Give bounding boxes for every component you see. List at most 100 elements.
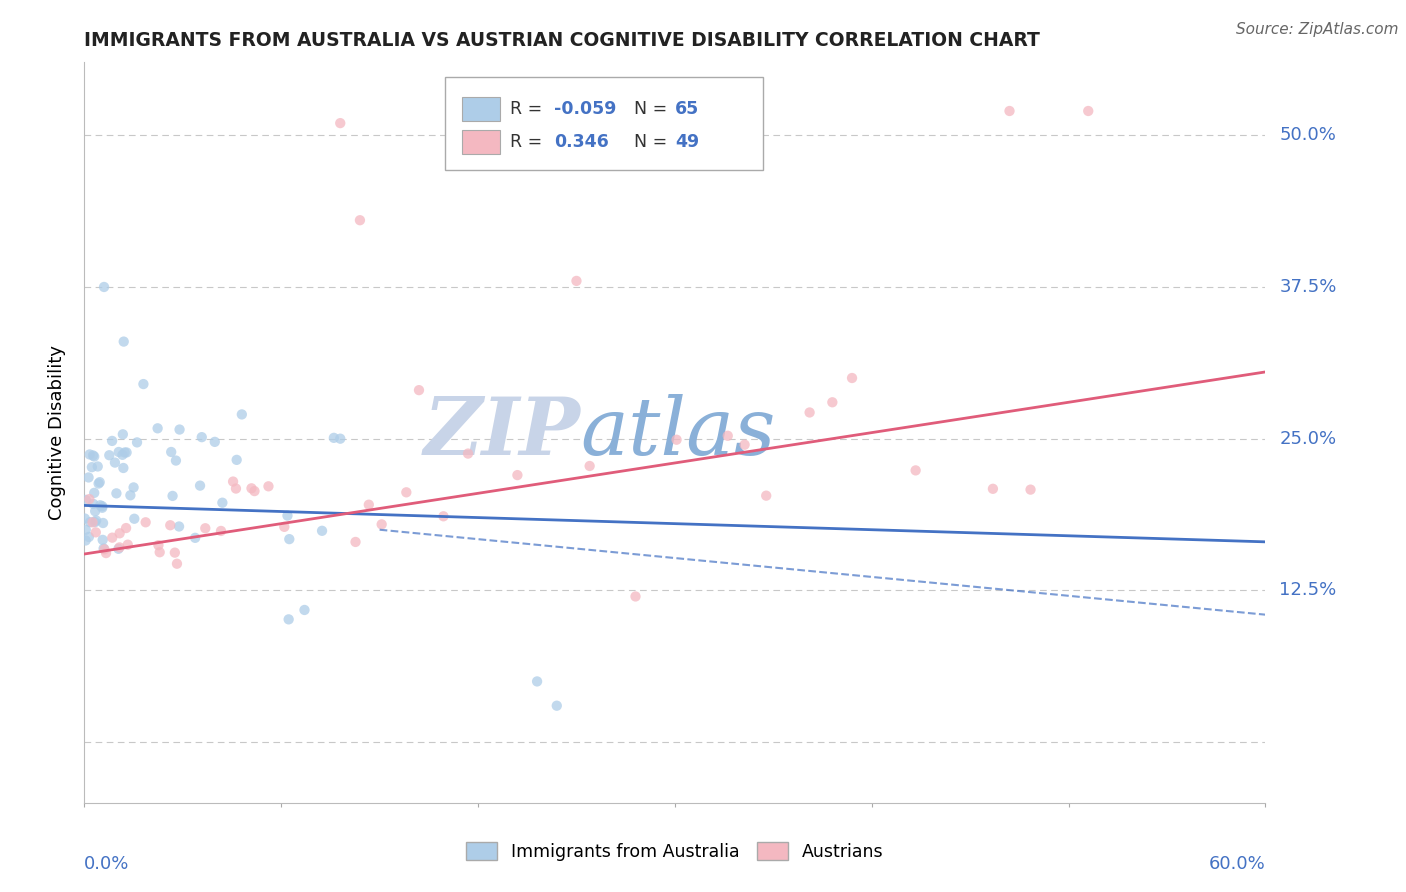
Point bbox=[755, 489, 778, 503]
Text: R =: R = bbox=[509, 100, 547, 118]
Point bbox=[77, 530, 100, 544]
Point bbox=[98, 448, 121, 462]
Point bbox=[167, 519, 190, 533]
Point bbox=[124, 512, 146, 526]
Point bbox=[276, 508, 298, 523]
Point bbox=[122, 480, 145, 494]
Point bbox=[432, 509, 454, 524]
Point bbox=[191, 430, 214, 444]
Text: 65: 65 bbox=[675, 100, 699, 118]
Text: 49: 49 bbox=[675, 133, 699, 151]
Text: R =: R = bbox=[509, 133, 547, 151]
Point bbox=[204, 434, 226, 449]
Point bbox=[93, 542, 115, 557]
Text: 60.0%: 60.0% bbox=[1209, 855, 1265, 872]
Point bbox=[717, 429, 740, 443]
Point bbox=[357, 498, 380, 512]
Text: N =: N = bbox=[634, 133, 672, 151]
Text: Source: ZipAtlas.com: Source: ZipAtlas.com bbox=[1236, 22, 1399, 37]
Point bbox=[194, 521, 217, 535]
Point bbox=[159, 518, 181, 533]
Point bbox=[841, 371, 863, 385]
Text: 37.5%: 37.5% bbox=[1279, 278, 1337, 296]
FancyBboxPatch shape bbox=[444, 78, 763, 169]
Point bbox=[84, 504, 107, 518]
Point bbox=[209, 524, 232, 538]
FancyBboxPatch shape bbox=[463, 97, 501, 121]
Point bbox=[222, 475, 245, 489]
Point bbox=[114, 445, 136, 459]
Point bbox=[211, 496, 233, 510]
Text: 0.346: 0.346 bbox=[554, 133, 609, 151]
Point bbox=[344, 535, 367, 549]
Point bbox=[111, 427, 134, 442]
Point bbox=[546, 698, 568, 713]
Point bbox=[89, 498, 111, 512]
Point bbox=[821, 395, 844, 409]
Point bbox=[408, 383, 430, 397]
Point bbox=[188, 478, 211, 492]
Point bbox=[87, 459, 110, 474]
Point bbox=[108, 541, 131, 555]
Point bbox=[998, 103, 1021, 118]
Point bbox=[278, 532, 301, 546]
Point bbox=[112, 334, 135, 349]
Point bbox=[1019, 483, 1042, 497]
Point bbox=[93, 541, 115, 556]
Point bbox=[89, 475, 111, 490]
Point bbox=[457, 447, 479, 461]
Point bbox=[132, 377, 155, 392]
Point bbox=[82, 516, 104, 530]
Point bbox=[91, 500, 114, 515]
Point bbox=[107, 541, 129, 556]
Point bbox=[79, 447, 101, 461]
Point bbox=[108, 526, 131, 541]
Point bbox=[146, 421, 169, 435]
Point bbox=[329, 116, 352, 130]
Point bbox=[506, 468, 529, 483]
Point bbox=[294, 603, 316, 617]
Point bbox=[91, 533, 114, 547]
Point bbox=[120, 488, 142, 502]
Point bbox=[84, 514, 107, 528]
Point bbox=[163, 546, 186, 560]
Y-axis label: Cognitive Disability: Cognitive Disability bbox=[48, 345, 66, 520]
Point bbox=[77, 470, 100, 484]
Point bbox=[135, 516, 157, 530]
Point bbox=[231, 408, 253, 422]
Point bbox=[329, 432, 352, 446]
Text: atlas: atlas bbox=[581, 394, 776, 471]
Point bbox=[115, 521, 138, 535]
Text: IMMIGRANTS FROM AUSTRALIA VS AUSTRIAN COGNITIVE DISABILITY CORRELATION CHART: IMMIGRANTS FROM AUSTRALIA VS AUSTRIAN CO… bbox=[84, 30, 1040, 50]
Point bbox=[82, 449, 104, 463]
Text: 50.0%: 50.0% bbox=[1279, 127, 1336, 145]
Point bbox=[225, 482, 247, 496]
Point bbox=[349, 213, 371, 227]
Point bbox=[107, 445, 129, 459]
Point bbox=[73, 511, 96, 525]
Point bbox=[84, 525, 107, 540]
Point bbox=[526, 674, 548, 689]
Point bbox=[75, 533, 97, 548]
Point bbox=[91, 516, 114, 530]
Point bbox=[184, 531, 207, 545]
Point bbox=[115, 445, 138, 459]
Point bbox=[322, 431, 344, 445]
Text: -0.059: -0.059 bbox=[554, 100, 617, 118]
Point bbox=[112, 461, 135, 475]
Point bbox=[83, 450, 105, 464]
FancyBboxPatch shape bbox=[463, 130, 501, 153]
Point bbox=[75, 492, 97, 507]
Point bbox=[162, 489, 184, 503]
Text: 0.0%: 0.0% bbox=[84, 855, 129, 872]
Text: ZIP: ZIP bbox=[423, 394, 581, 471]
Point bbox=[311, 524, 333, 538]
Point bbox=[105, 486, 128, 500]
Text: N =: N = bbox=[634, 100, 672, 118]
Point bbox=[104, 456, 127, 470]
Point bbox=[240, 481, 263, 495]
Point bbox=[904, 463, 927, 477]
Point bbox=[94, 546, 117, 560]
Point bbox=[101, 434, 124, 448]
Point bbox=[243, 484, 266, 499]
